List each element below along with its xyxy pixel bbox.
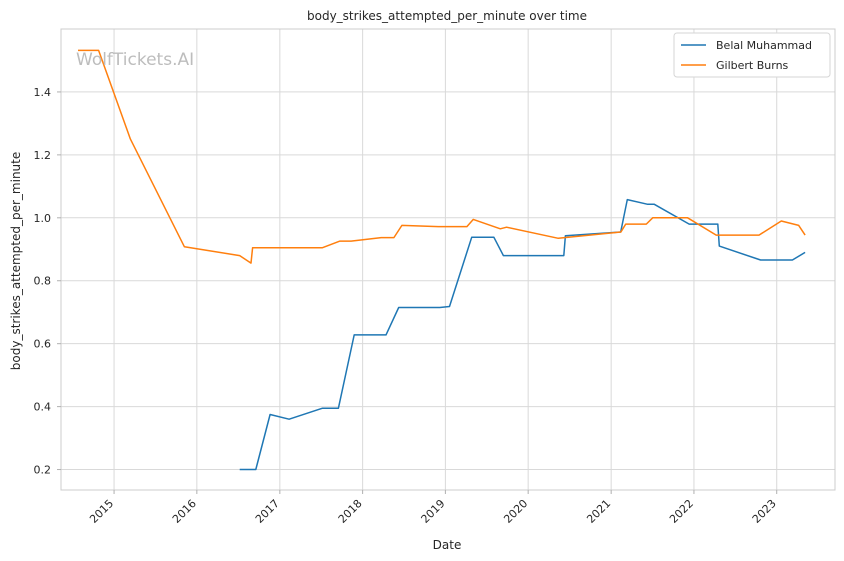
legend-box [673,32,831,78]
y-tick-label: 0.4 [34,401,52,414]
y-tick-label: 1.2 [34,149,52,162]
watermark: WolfTickets.AI [76,50,194,70]
chart-title: body_strikes_attempted_per_minute over t… [307,9,587,23]
y-tick-label: 0.2 [34,464,52,477]
y-axis-label: body_strikes_attempted_per_minute [9,152,23,370]
legend-label-belal-muhammad: Belal Muhammad [716,39,812,52]
y-tick-label: 1.0 [34,212,52,225]
grid-lines [61,29,835,490]
y-tick-label: 0.6 [34,338,52,351]
series-line-gilbert-burns [78,49,806,264]
legend-label-gilbert-burns: Gilbert Burns [716,59,789,72]
plot-area-border [60,28,836,491]
y-tick-label: 0.8 [34,275,52,288]
y-axis: 0.2 0.4 0.6 0.8 1.0 1.2 1.4 [34,86,61,477]
series-layer [78,49,806,471]
plot-frame [60,28,836,491]
x-axis-label: Date [433,538,462,552]
series-line-belal-muhammad [239,198,806,471]
legend: Belal Muhammad Gilbert Burns [673,32,831,78]
y-tick-label: 1.4 [34,86,52,99]
